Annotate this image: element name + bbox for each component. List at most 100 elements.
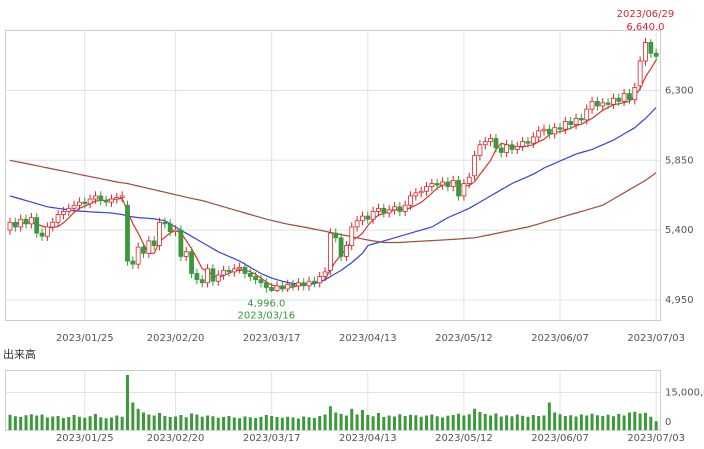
candle-body <box>562 121 568 130</box>
volume-bar <box>67 417 71 430</box>
volume-bar <box>499 416 503 430</box>
candle-body <box>376 207 381 212</box>
candle-body <box>18 218 24 228</box>
candle-body <box>141 246 146 254</box>
volume-bar <box>446 415 450 430</box>
candle-body <box>493 138 499 149</box>
low-date: 2023/03/16 <box>237 311 295 322</box>
candle-body <box>226 269 232 273</box>
volume-bar <box>654 421 658 430</box>
volume-bar <box>478 412 482 430</box>
candle-body <box>173 229 178 233</box>
volume-bar <box>590 413 594 430</box>
candle-body <box>632 86 638 101</box>
volume-bar <box>398 414 402 430</box>
volume-bar <box>238 418 242 430</box>
candle-body <box>23 218 29 225</box>
candle-body <box>541 128 547 132</box>
candle-body <box>530 136 536 144</box>
volume-bar <box>142 412 145 430</box>
candle-body <box>370 211 376 220</box>
volume-tick-label: 0 <box>665 417 671 428</box>
volume-bar <box>542 415 546 430</box>
candle-body <box>584 108 590 121</box>
candle-body <box>648 42 654 54</box>
x-tick-label: 2023/03/17 <box>243 333 301 344</box>
candle-body <box>568 121 574 125</box>
candle-body <box>434 183 440 186</box>
volume-bar <box>521 415 525 430</box>
high-date: 2023/06/29 <box>617 9 675 20</box>
volume-bar <box>462 415 466 430</box>
candle-body <box>605 102 611 105</box>
x-tick-label: 2023/01/25 <box>56 333 114 344</box>
volume-x-tick-label: 2023/07/03 <box>627 433 685 444</box>
candle-body <box>167 223 173 233</box>
volume-bar <box>425 415 429 430</box>
candle-body <box>488 138 494 143</box>
volume-x-tick-label: 2023/02/20 <box>147 433 205 444</box>
candle-body <box>125 204 130 262</box>
x-tick-label: 2023/05/12 <box>435 333 493 344</box>
volume-x-tick-label: 2023/06/07 <box>531 433 589 444</box>
volume-bar <box>158 413 162 430</box>
volume-bar <box>13 416 17 430</box>
volume-bar <box>387 415 391 430</box>
x-tick-label: 2023/07/03 <box>627 333 685 344</box>
volume-tick-label: 15,000,0 <box>665 388 704 399</box>
volume-bar <box>286 416 290 430</box>
volume-bar <box>489 415 493 430</box>
candle-body <box>333 232 339 239</box>
moving-average-line <box>9 107 657 285</box>
volume-bar <box>104 418 108 430</box>
candle-body <box>93 195 98 200</box>
candle-body <box>327 232 333 271</box>
candle-body <box>162 221 168 225</box>
volume-bar <box>403 416 407 430</box>
candle-body <box>28 217 34 225</box>
volume-bar <box>222 417 226 430</box>
volume-bar <box>526 416 530 430</box>
volume-bar <box>553 412 557 430</box>
candle-body <box>402 204 408 212</box>
candle-body <box>7 221 13 231</box>
moving-average-line <box>10 59 657 289</box>
volume-bar <box>579 414 583 430</box>
candle-body <box>595 100 600 107</box>
volume-bar <box>312 418 316 430</box>
volume-bar <box>505 415 509 430</box>
volume-bar <box>243 416 247 430</box>
candle-body <box>183 251 189 257</box>
candle-body <box>178 229 184 257</box>
volume-bar <box>649 416 653 430</box>
candle-body <box>482 141 488 146</box>
candle-body <box>82 201 88 205</box>
volume-bar <box>328 406 332 430</box>
candle-body <box>279 285 285 290</box>
volume-bar <box>611 416 615 430</box>
candle-body <box>360 215 365 222</box>
volume-bar <box>88 416 92 430</box>
volume-bar <box>291 417 295 430</box>
candle-body <box>536 130 542 138</box>
volume-bar <box>280 417 284 430</box>
price-frame <box>5 30 661 321</box>
candle-body <box>130 260 136 265</box>
candle-body <box>589 100 595 110</box>
volume-bar <box>355 414 359 430</box>
candle-body <box>274 285 280 291</box>
volume-bar <box>494 413 498 430</box>
candle-body <box>600 102 606 107</box>
candle-body <box>408 195 413 206</box>
candle-body <box>157 221 162 246</box>
volume-bar <box>547 402 551 430</box>
candle-body <box>66 207 72 212</box>
volume-x-tick-label: 2023/05/12 <box>435 433 493 444</box>
candle-body <box>210 268 216 282</box>
candle-body <box>98 195 104 201</box>
volume-bar <box>56 416 60 430</box>
candle-body <box>514 145 520 150</box>
volume-bar <box>643 412 647 430</box>
volume-bar <box>569 415 573 430</box>
